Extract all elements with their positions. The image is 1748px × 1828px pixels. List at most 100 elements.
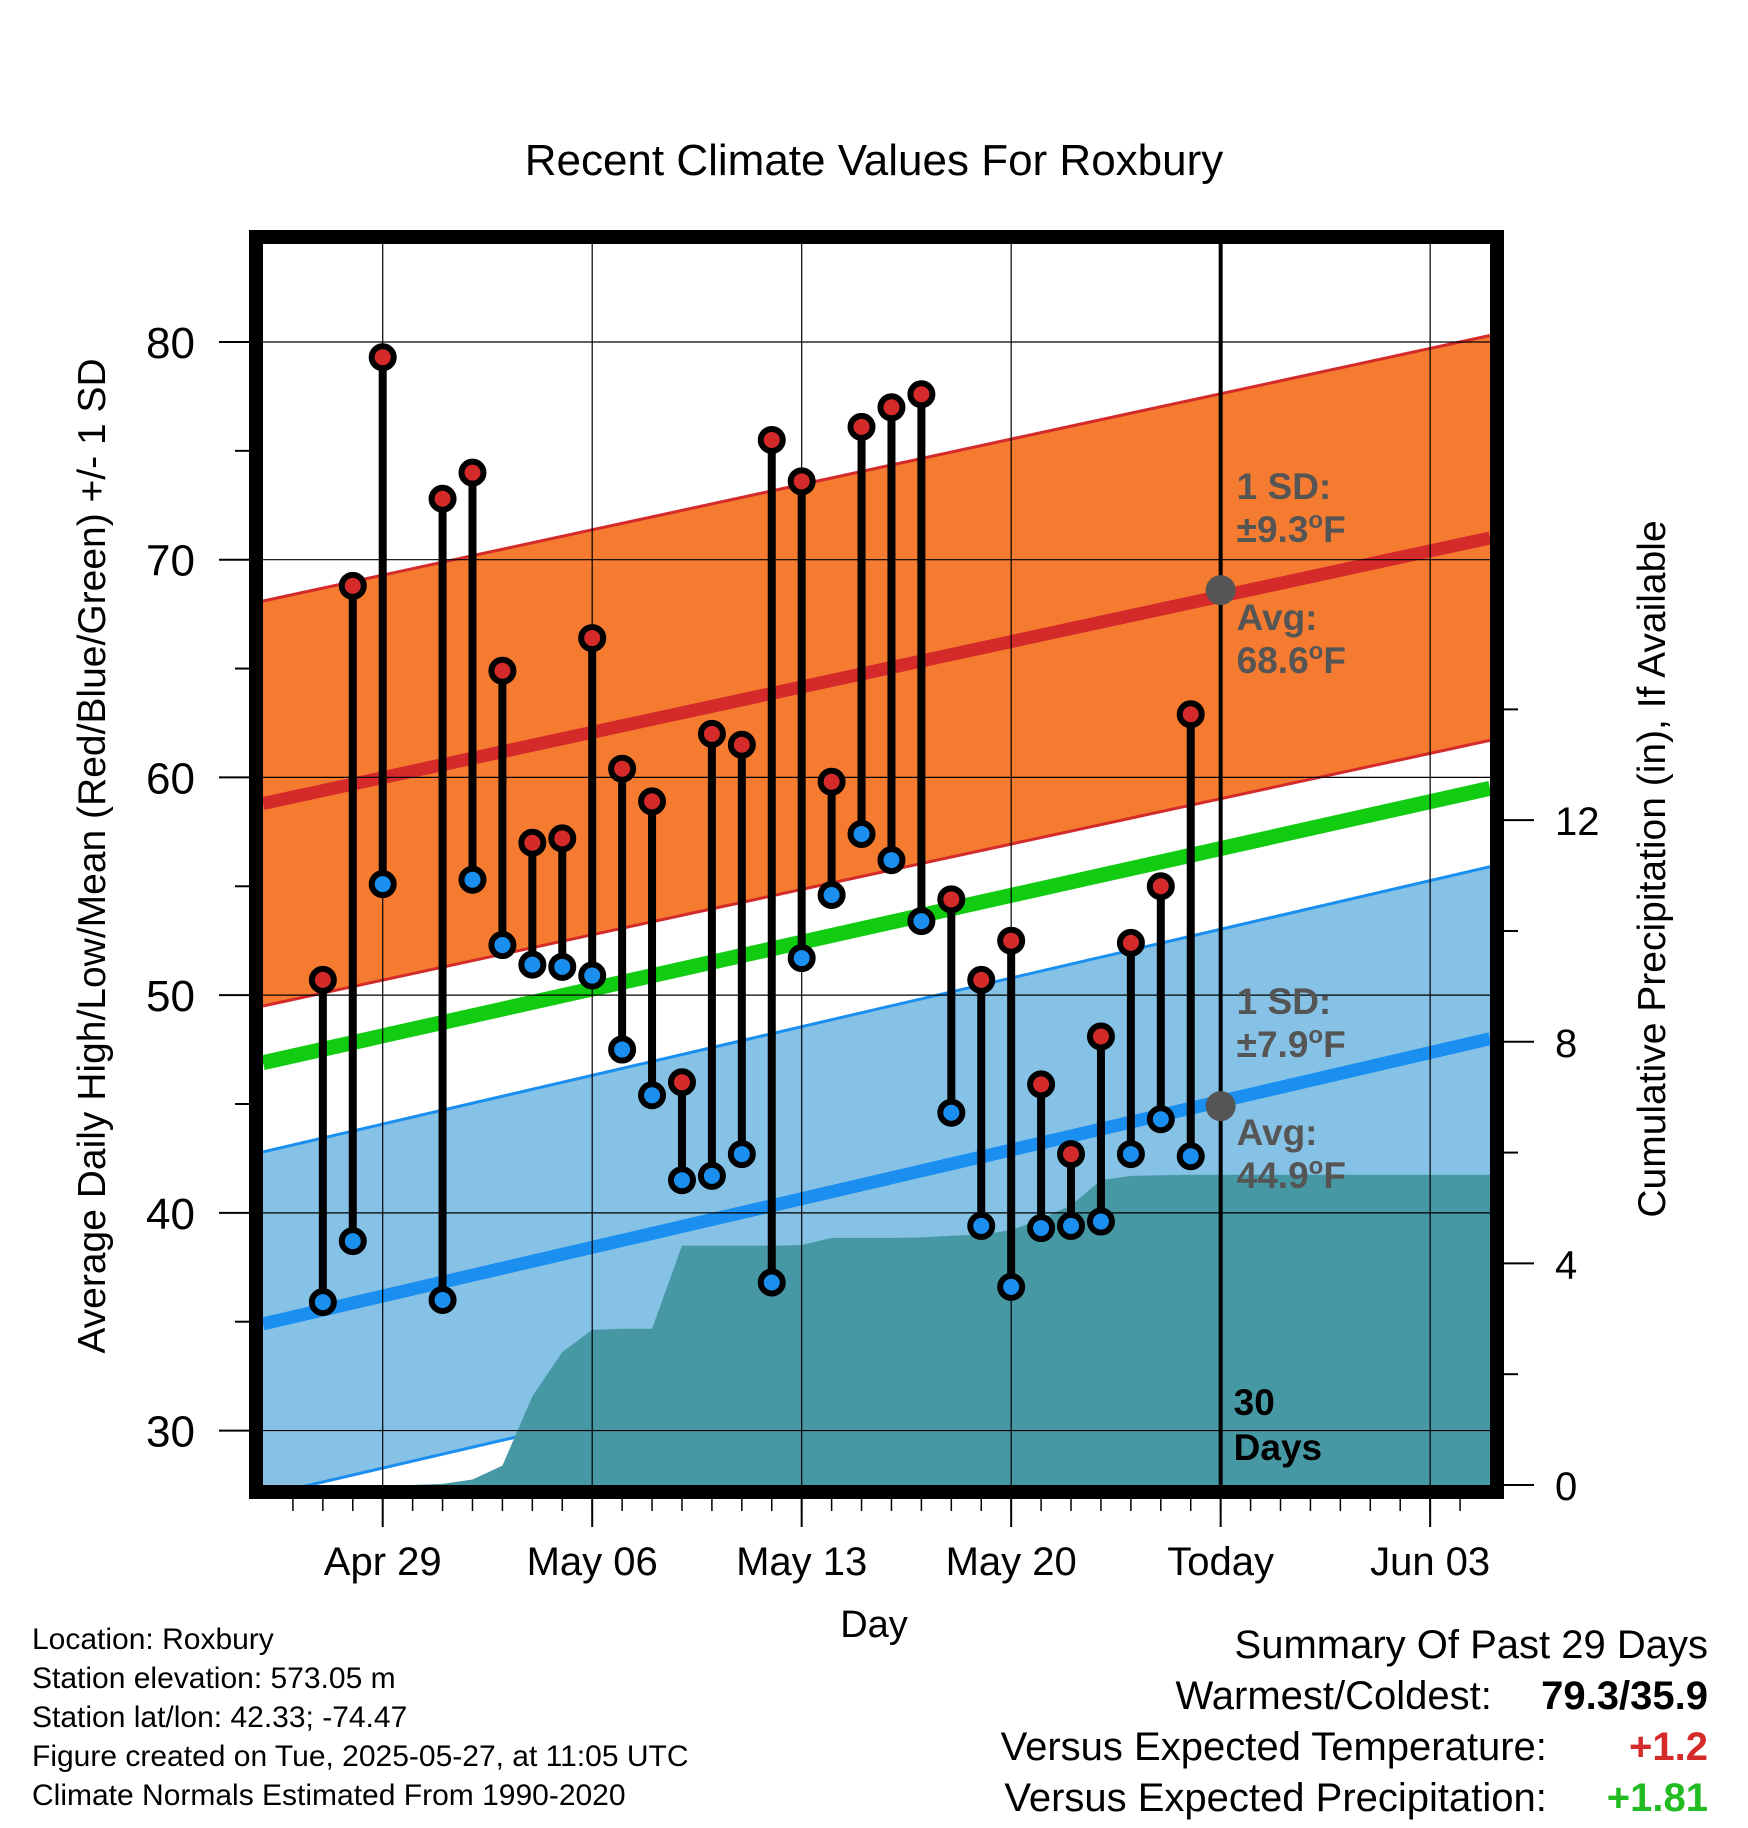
y2-tick-label: 0 <box>1555 1465 1577 1509</box>
high-temp-point <box>817 767 846 796</box>
high-temp-point <box>1057 1140 1086 1169</box>
x-tick-label: May 13 <box>736 1540 867 1584</box>
low-temp-point <box>1146 1105 1175 1134</box>
axes: 30 40 50 60 70 80 0 4 8 12 Apr 29 May 06 May 13 May 2… <box>146 230 1600 1584</box>
low-temp-point <box>548 952 577 981</box>
low-temp-point <box>458 865 487 894</box>
low-temp-point <box>787 944 816 973</box>
y-axis-label: Average Daily High/Low/Mean (Red/Blue/Gr… <box>71 358 114 1353</box>
avg-high-label: Avg: <box>1237 597 1318 638</box>
x-tick-label: Jun 03 <box>1370 1540 1490 1584</box>
x-tick-label: May 20 <box>946 1540 1077 1584</box>
elevation-text: Station elevation: 573.05 m <box>32 1662 396 1695</box>
low-temp-point <box>578 961 607 990</box>
low-temp-point <box>1176 1142 1205 1171</box>
station-info: Location: Roxbury Station elevation: 573… <box>32 1620 689 1815</box>
high-temp-point <box>368 343 397 372</box>
low-temp-point <box>667 1166 696 1195</box>
normal-high-upper-edge <box>263 333 1490 603</box>
high-temp-point <box>697 719 726 748</box>
summary-precip-row: Versus Expected Precipitation: +1.81 <box>1001 1773 1708 1824</box>
normal-low-line <box>263 1032 1490 1331</box>
low-temp-point <box>727 1140 756 1169</box>
high-temp-point <box>787 467 816 496</box>
precipitation-area <box>263 1174 1490 1485</box>
high-temp-point <box>1086 1022 1115 1051</box>
low-temp-point <box>308 1288 337 1317</box>
high-temp-point <box>608 754 637 783</box>
y2-tick-label: 12 <box>1555 800 1600 844</box>
high-temp-point <box>1027 1070 1056 1099</box>
sd-high-value: ±9.3oF <box>1237 507 1346 550</box>
high-temp-point <box>548 824 577 853</box>
avg-low-label: Avg: <box>1237 1112 1318 1153</box>
precip-label: Versus Expected Precipitation: <box>1004 1776 1547 1820</box>
low-temp-point <box>488 931 517 960</box>
y-tick-label: 70 <box>146 537 195 586</box>
high-temp-point <box>757 425 786 454</box>
high-temp-point <box>518 828 547 857</box>
low-temp-point <box>697 1161 726 1190</box>
low-temp-point <box>907 907 936 936</box>
y-tick-label: 40 <box>146 1190 195 1239</box>
high-temp-point <box>997 926 1026 955</box>
avg-high-value: 68.6oF <box>1237 638 1346 681</box>
x-axis-label: Day <box>840 1604 908 1646</box>
low-temp-point <box>1116 1140 1145 1169</box>
sd-high-label: 1 SD: <box>1237 466 1332 507</box>
high-temp-point <box>458 458 487 487</box>
low-temp-point <box>428 1285 457 1314</box>
high-temp-point <box>578 624 607 653</box>
high-temp-point <box>847 412 876 441</box>
high-temp-point <box>308 965 337 994</box>
latlon-text: Station lat/lon: 42.33; -74.47 <box>32 1701 408 1734</box>
created-text: Figure created on Tue, 2025-05-27, at 11… <box>32 1740 689 1773</box>
warmest-label: Warmest/Coldest: <box>1175 1674 1492 1718</box>
low-temp-point <box>877 846 906 875</box>
today-avg-high-point <box>1205 575 1236 606</box>
temp-deviation-value: +1.2 <box>1629 1725 1708 1769</box>
today-avg-low-point <box>1205 1091 1236 1122</box>
normal-high-line <box>263 531 1490 810</box>
y2-axis-label: Cumulative Precipitation (in), If Availa… <box>1631 520 1674 1217</box>
high-temp-point <box>667 1068 696 1097</box>
summary-warmest-row: Warmest/Coldest: 79.3/35.9 <box>1001 1671 1709 1722</box>
sd-low-label: 1 SD: <box>1237 981 1332 1022</box>
low-temp-point <box>757 1268 786 1297</box>
normal-mean-line <box>263 780 1490 1070</box>
x-tick-label: Today <box>1167 1540 1274 1584</box>
high-temp-point <box>1146 872 1175 901</box>
chart-title: Recent Climate Values For Roxbury <box>525 136 1224 185</box>
location-text: Location: Roxbury <box>32 1623 274 1656</box>
low-temp-point <box>1057 1211 1086 1240</box>
warmest-value: 79.3/35.9 <box>1541 1674 1708 1718</box>
low-temp-point <box>368 870 397 899</box>
high-temp-point <box>638 787 667 816</box>
low-temp-point <box>967 1211 996 1240</box>
summary-temp-row: Versus Expected Temperature: +1.2 <box>1001 1722 1708 1773</box>
high-temp-point <box>1176 700 1205 729</box>
window-days-label: Days <box>1234 1427 1322 1468</box>
high-temp-point <box>907 380 936 409</box>
temp-label: Versus Expected Temperature: <box>1000 1725 1547 1769</box>
low-temp-point <box>817 880 846 909</box>
normal-high-lower-edge <box>263 738 1490 1008</box>
normal-low-upper-edge <box>263 865 1490 1154</box>
y-tick-label: 30 <box>146 1408 195 1457</box>
normals-text: Climate Normals Estimated From 1990-2020 <box>32 1779 626 1812</box>
low-temp-point <box>1086 1207 1115 1236</box>
plot-frame <box>249 230 1504 1499</box>
high-temp-point <box>727 730 756 759</box>
sd-low-value: ±7.9oF <box>1237 1022 1346 1065</box>
y-tick-label: 60 <box>146 754 195 803</box>
precip-deviation-value: +1.81 <box>1606 1776 1708 1820</box>
y-tick-label: 50 <box>146 972 195 1021</box>
window-days-number: 30 <box>1234 1382 1275 1423</box>
low-temp-point <box>937 1098 966 1127</box>
y2-tick-label: 4 <box>1555 1243 1577 1287</box>
summary-panel: Summary Of Past 29 Days Warmest/Coldest:… <box>1001 1620 1708 1824</box>
low-temp-point <box>608 1035 637 1064</box>
